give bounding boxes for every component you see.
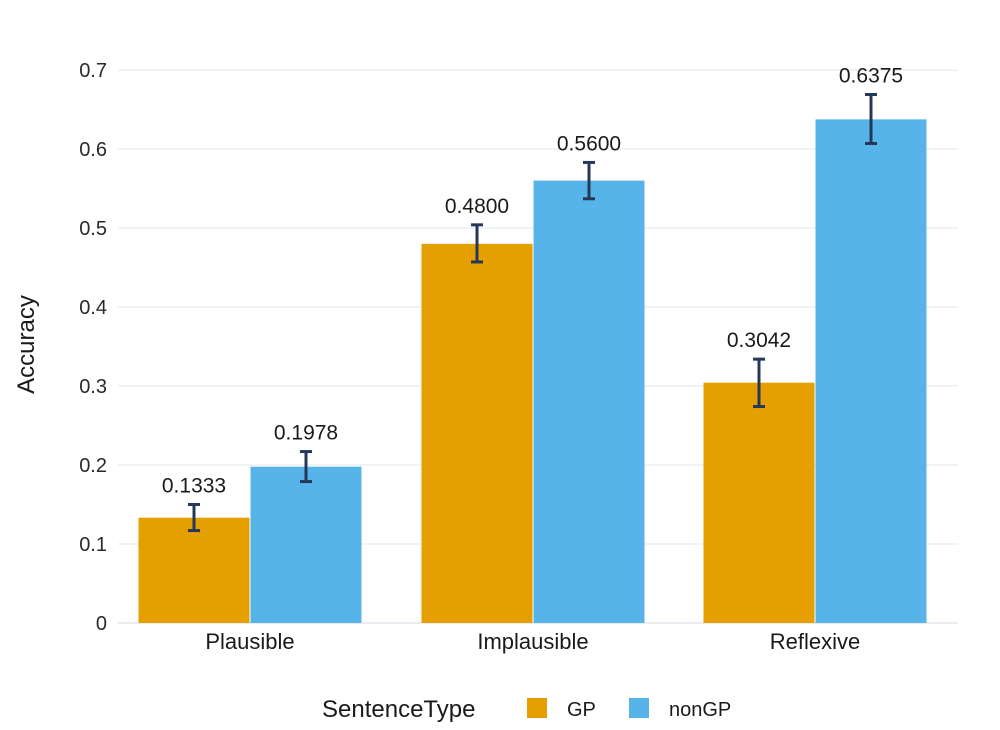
y-tick-label: 0.5 xyxy=(79,218,107,240)
y-tick-label: 0.4 xyxy=(79,297,107,319)
bar-nongp-reflexive xyxy=(815,119,927,623)
legend-swatch-gp xyxy=(527,698,547,718)
bar-gp-reflexive xyxy=(703,382,815,623)
bar-nongp-implausible xyxy=(533,180,645,623)
bar-gp-implausible xyxy=(421,243,533,624)
y-axis-title: Accuracy xyxy=(13,295,40,394)
bar-nongp-plausible xyxy=(250,466,362,623)
data-label: 0.5600 xyxy=(557,132,621,155)
axes: 0 0.1 0.2 0.3 0.4 0.5 0.6 0.7 Accuracy Plausible I… xyxy=(13,60,860,654)
error-bars xyxy=(188,92,877,533)
legend-swatch-nongp xyxy=(629,698,649,718)
y-tick-label: 0.3 xyxy=(79,376,107,398)
data-label: 0.1333 xyxy=(162,475,226,498)
legend-title: SentenceType xyxy=(322,696,475,723)
y-tick-label: 0.2 xyxy=(79,455,107,477)
data-label: 0.6375 xyxy=(839,64,903,87)
legend[interactable]: SentenceType GP nonGP xyxy=(322,696,731,723)
data-label: 0.4800 xyxy=(445,195,509,218)
y-tick-label: 0 xyxy=(96,613,107,635)
data-labels: 0.1333 0.4800 0.3042 0.1978 0.5600 0.6375 xyxy=(162,64,903,497)
y-tick-label: 0.7 xyxy=(79,60,107,82)
y-tick-label: 0.6 xyxy=(79,139,107,161)
x-tick-label: Reflexive xyxy=(770,629,860,654)
data-label: 0.1978 xyxy=(274,422,338,445)
data-label: 0.3042 xyxy=(727,329,791,352)
y-tick-label: 0.1 xyxy=(79,534,107,556)
bars xyxy=(138,119,927,624)
legend-label-gp: GP xyxy=(567,699,596,721)
bar-gp-plausible xyxy=(138,517,250,623)
x-tick-label: Implausible xyxy=(477,629,588,654)
x-tick-label: Plausible xyxy=(205,629,294,654)
legend-label-nongp: nonGP xyxy=(669,699,731,721)
